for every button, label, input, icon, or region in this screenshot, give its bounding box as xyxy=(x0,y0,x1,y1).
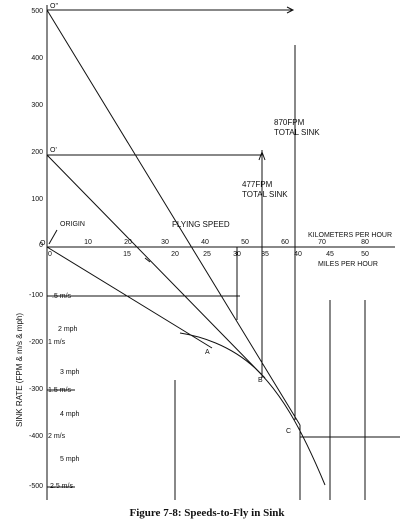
x-tick-label: 50 xyxy=(361,251,369,258)
y-tick-label: 0 xyxy=(39,242,43,249)
annotation: KILOMETERS PER HOUR xyxy=(308,232,392,239)
y-tick-label: -100 xyxy=(29,292,43,299)
inner-tick-label: 2 mph xyxy=(58,326,78,333)
inner-tick-label: 2.5 m/s xyxy=(50,483,73,490)
point-label: O' xyxy=(50,147,57,154)
y-tick-label: 100 xyxy=(31,196,43,203)
y-tick-label: 200 xyxy=(31,149,43,156)
inner-tick-label: .5 m/s xyxy=(52,293,72,300)
x-tick-label: 15 xyxy=(123,251,131,258)
x-tick-label: 50 xyxy=(241,239,249,246)
y-tick-label: 400 xyxy=(31,55,43,62)
x-tick-label: 20 xyxy=(124,239,132,246)
annotation: MILES PER HOUR xyxy=(318,261,378,268)
y-tick-label: -300 xyxy=(29,386,43,393)
diagram-lines xyxy=(46,5,400,500)
x-tick-label: 30 xyxy=(233,251,241,258)
inner-tick-label: 1 m/s xyxy=(48,339,66,346)
annotation: 870FPM xyxy=(274,118,305,127)
caption: Figure 7-8: Speeds-to-Fly in Sink xyxy=(129,507,285,519)
y-tick-label: -200 xyxy=(29,339,43,346)
point-label: B xyxy=(258,377,263,384)
x-tick-label: 45 xyxy=(326,251,334,258)
x-tick-label: 20 xyxy=(171,251,179,258)
inner-tick-label: 3 mph xyxy=(60,369,80,376)
x-tick-label: 35 xyxy=(261,251,269,258)
point-label: ORIGIN xyxy=(60,221,85,228)
point-label: C xyxy=(286,428,291,435)
y-tick-label: 500 xyxy=(31,8,43,15)
y-axis-title: SINK RATE (FPM & m/s & mph) xyxy=(15,313,24,427)
x-tick-label: 40 xyxy=(201,239,209,246)
x-tick-label: 40 xyxy=(294,251,302,258)
inner-tick-label: 1.5 m/s xyxy=(48,387,71,394)
annotation: TOTAL SINK xyxy=(274,128,320,137)
x-tick-label: 60 xyxy=(281,239,289,246)
point-label: O'' xyxy=(50,3,58,10)
y-tick-label: -500 xyxy=(29,483,43,490)
point-label: A xyxy=(205,349,210,356)
inner-tick-label: 2 m/s xyxy=(48,433,66,440)
annotation: TOTAL SINK xyxy=(242,190,288,199)
y-tick-label: 300 xyxy=(31,102,43,109)
x-tick-label: 10 xyxy=(84,239,92,246)
annotation: FLYING SPEED xyxy=(172,220,230,229)
y-tick-label: -400 xyxy=(29,433,43,440)
inner-tick-label: 5 mph xyxy=(60,456,80,463)
point-label: O xyxy=(40,240,46,247)
x-tick-label: 30 xyxy=(161,239,169,246)
x-tick-label: 70 xyxy=(318,239,326,246)
inner-tick-label: 4 mph xyxy=(60,411,80,418)
x-tick-label: 0 xyxy=(48,251,52,258)
annotation: 477FPM xyxy=(242,180,273,189)
x-tick-label: 25 xyxy=(203,251,211,258)
x-tick-label: 80 xyxy=(361,239,369,246)
